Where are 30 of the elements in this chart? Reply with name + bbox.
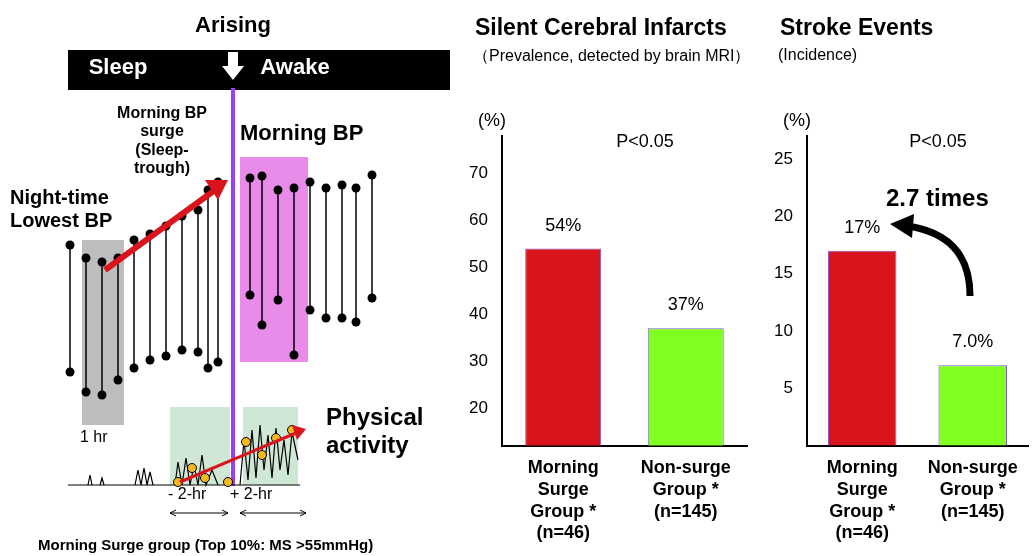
y-tick-label: 50 xyxy=(468,257,488,277)
data-label: 17% xyxy=(844,216,881,237)
y-tick-label: 20 xyxy=(773,205,793,225)
data-label: 37% xyxy=(667,294,704,315)
text: Morning Surge group (Top 10%: MS >55mmHg) xyxy=(38,536,375,554)
y-tick-label: 25 xyxy=(773,148,793,168)
y-tick-label: 5 xyxy=(783,377,793,397)
y-axis-title: (%) xyxy=(477,109,506,130)
annotation: P<0.05 xyxy=(615,131,675,152)
y-tick-label: 20 xyxy=(468,397,488,417)
chart-title: Stroke Events xyxy=(780,14,934,41)
chart-subtitle: (Incidence) xyxy=(778,46,858,64)
x-tick-label: Morning Surge Group * (n=46) xyxy=(826,457,898,543)
y-tick-label: 70 xyxy=(468,163,488,183)
y-tick-label: 15 xyxy=(773,263,793,283)
chart-title: Silent Cerebral Infarcts xyxy=(475,14,727,41)
y-tick-label: 60 xyxy=(468,210,488,230)
y-tick-label: 30 xyxy=(468,350,488,370)
data-label: 7.0% xyxy=(952,331,994,352)
x-tick-label: Non-surge Group * (n=145) xyxy=(927,457,1018,521)
data-label: 54% xyxy=(545,214,582,235)
y-axis-title: (%) xyxy=(782,109,811,130)
text: Arising xyxy=(194,12,272,38)
annotation: P<0.05 xyxy=(908,131,968,152)
chart-subtitle: （Prevalence, detected by brain MRI） xyxy=(473,46,751,66)
x-tick-label: Non-surge Group * (n=145) xyxy=(640,457,731,521)
annotation: 2.7 times xyxy=(886,184,990,212)
y-tick-label: 40 xyxy=(468,303,488,323)
x-tick-label: Morning Surge Group * (n=46) xyxy=(527,457,599,543)
y-tick-label: 10 xyxy=(773,320,793,340)
